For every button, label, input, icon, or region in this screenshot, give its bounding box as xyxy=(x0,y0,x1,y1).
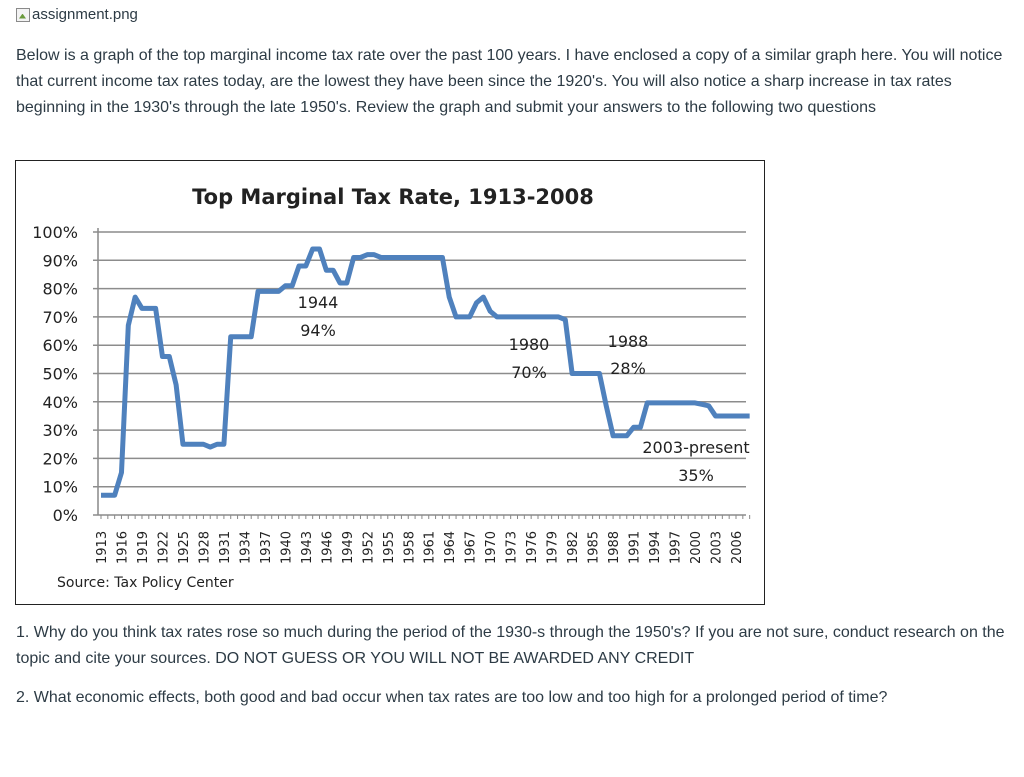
y-tick-label: 100% xyxy=(32,223,78,242)
y-tick-label: 60% xyxy=(42,336,78,355)
x-tick-label: 1967 xyxy=(464,531,479,564)
y-tick-label: 30% xyxy=(42,421,78,440)
x-tick-label: 1943 xyxy=(300,531,315,564)
x-tick-label: 1913 xyxy=(95,531,110,564)
chart-source: Source: Tax Policy Center xyxy=(57,575,234,591)
x-tick-label: 1931 xyxy=(218,531,233,564)
x-tick-label: 1979 xyxy=(546,531,561,564)
x-tick-label: 1919 xyxy=(136,531,151,564)
intro-paragraph: Below is a graph of the top marginal inc… xyxy=(16,47,1003,116)
series-line xyxy=(101,246,750,498)
y-tick-label: 70% xyxy=(42,308,78,327)
x-tick-label: 1991 xyxy=(628,531,643,564)
y-tick-label: 10% xyxy=(42,478,78,497)
y-tick-label: 50% xyxy=(42,365,78,384)
x-tick-label: 2003 xyxy=(710,531,725,564)
x-tick-label: 1952 xyxy=(361,531,376,564)
y-tick-label: 90% xyxy=(42,251,78,270)
x-tick-label: 1934 xyxy=(238,531,253,564)
x-tick-label: 1970 xyxy=(484,531,499,564)
x-tick-label: 1916 xyxy=(115,531,130,564)
image-filename: assignment.png xyxy=(32,6,138,23)
y-tick-label: 40% xyxy=(42,393,78,412)
annotation-year: 1944 xyxy=(298,293,339,312)
annotation-year: 2003-present xyxy=(642,438,749,457)
x-tick-label: 1964 xyxy=(443,531,458,564)
x-tick-label: 1940 xyxy=(279,531,294,564)
x-tick-label: 1994 xyxy=(648,531,663,564)
chart-svg: Top Marginal Tax Rate, 1913-2008 0% 10% 20… xyxy=(32,185,751,591)
tax-rate-chart: Top Marginal Tax Rate, 1913-2008 0% 10% 20… xyxy=(15,160,765,605)
annotation-value: 35% xyxy=(678,466,714,485)
chart-title: Top Marginal Tax Rate, 1913-2008 xyxy=(192,185,594,209)
x-tick-label: 1937 xyxy=(259,531,274,564)
x-tick-label: 1973 xyxy=(505,531,520,564)
annotation-value: 94% xyxy=(300,321,336,340)
x-tick-label: 2006 xyxy=(730,531,745,564)
annotation-year: 1980 xyxy=(509,335,550,354)
question-2: 2. What economic effects, both good and … xyxy=(16,689,888,706)
x-tick-label: 1985 xyxy=(587,531,602,564)
x-tick-label: 2000 xyxy=(689,531,704,564)
x-tick-label: 1928 xyxy=(197,531,212,564)
annotation-value: 28% xyxy=(610,359,646,378)
annotation-year: 1988 xyxy=(608,332,649,351)
x-tick-label: 1922 xyxy=(156,531,171,564)
x-tick-label: 1949 xyxy=(341,531,356,564)
x-tick-label: 1946 xyxy=(320,531,335,564)
x-tick-label: 1925 xyxy=(177,531,192,564)
x-tick-label: 1997 xyxy=(669,531,684,564)
x-tick-label: 1961 xyxy=(423,531,438,564)
question-1: 1. Why do you think tax rates rose so mu… xyxy=(16,624,1005,667)
y-tick-label: 80% xyxy=(42,280,78,299)
x-tick-label: 1988 xyxy=(607,531,622,564)
y-tick-label: 0% xyxy=(53,506,78,525)
broken-image-icon xyxy=(16,7,30,22)
y-tick-label: 20% xyxy=(42,449,78,468)
x-tick-label: 1982 xyxy=(566,531,581,564)
broken-image: assignment.png xyxy=(16,6,138,23)
x-tick-label: 1976 xyxy=(525,531,540,564)
x-tick-label: 1955 xyxy=(382,531,397,564)
annotation-value: 70% xyxy=(511,363,547,382)
x-tick-label: 1958 xyxy=(402,531,417,564)
